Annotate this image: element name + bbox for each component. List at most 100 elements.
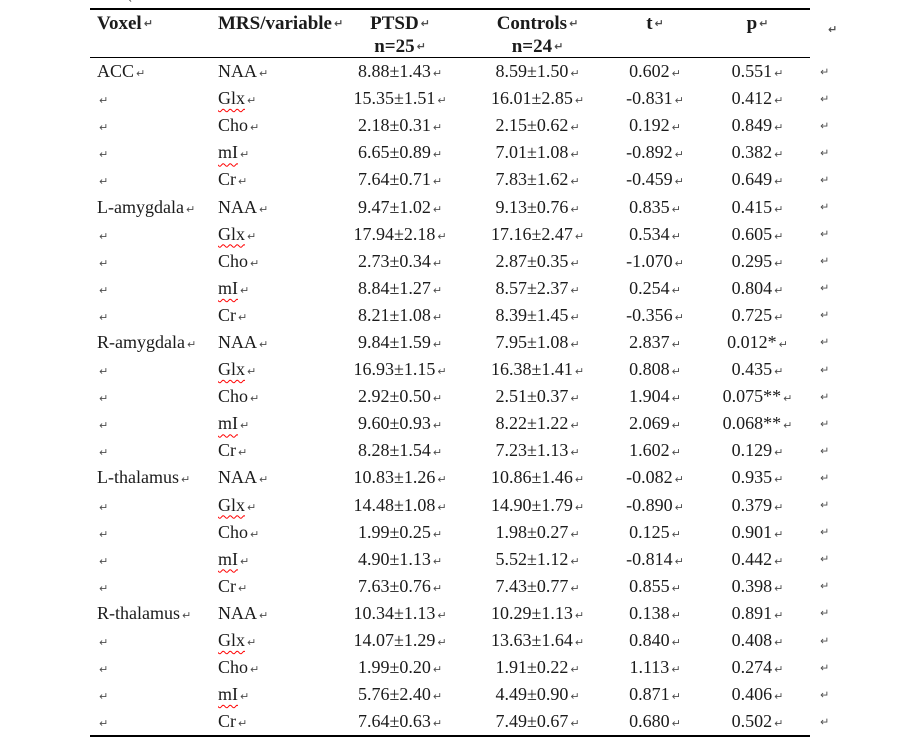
- paragraph-mark-icon: ↵: [671, 419, 681, 433]
- paragraph-mark-icon: ↵: [570, 283, 580, 297]
- controls-value-cell: 14.90±1.79 ↵: [470, 495, 605, 516]
- mrs-variable-label: Cho: [218, 657, 249, 678]
- ptsd-value: 2.92±0.50: [357, 386, 431, 407]
- t-value: 1.904: [629, 386, 670, 407]
- controls-value: 7.49±0.67: [495, 711, 569, 732]
- p-value-cell: 0.408 ↵: [705, 630, 810, 651]
- controls-header-label: Controls: [496, 13, 568, 34]
- paragraph-mark-icon: ↵: [671, 392, 681, 406]
- p-value: 0.068**: [722, 413, 782, 434]
- paragraph-mark-icon: ↵: [671, 67, 681, 81]
- controls-value-cell: 2.51±0.37 ↵: [470, 386, 605, 407]
- controls-value-cell: 7.95±1.08 ↵: [470, 332, 605, 353]
- paragraph-mark-icon: ↵: [570, 337, 580, 351]
- table-body: ACC ↵ NAA ↵ 8.88±1.43 ↵ 8.59±1.50 ↵ 0.602 ↵ 0…: [90, 58, 829, 735]
- controls-value: 7.95±1.08: [495, 331, 569, 352]
- paragraph-mark-icon: ↵: [143, 17, 153, 30]
- paragraph-mark-icon: ↵: [774, 473, 784, 487]
- paragraph-mark-icon: ↵: [437, 500, 447, 514]
- table-row: R-amygdala ↵ NAA ↵ 9.84±1.59 ↵ 7.95±1.08 ↵ 2…: [90, 329, 829, 356]
- paragraph-mark-icon: ↵: [774, 175, 784, 189]
- paragraph-mark-icon: ↵: [185, 202, 196, 216]
- table-row: ↵ Cr ↵ 7.64±0.63 ↵ 7.49±0.67 ↵ 0.680 ↵ 0.502…: [90, 708, 829, 735]
- p-value: 0.379: [731, 494, 773, 515]
- voxel-cell: ↵: [90, 256, 210, 269]
- p-value-cell: 0.398 ↵: [705, 576, 810, 597]
- table-row: ↵ Cr ↵ 8.28±1.54 ↵ 7.23±1.13 ↵ 1.602 ↵ 0.129…: [90, 437, 829, 464]
- table-row: ↵ Cr ↵ 8.21±1.08 ↵ 8.39±1.45 ↵ -0.356 ↵ 0.72…: [90, 302, 829, 329]
- row-end-mark-icon: ↵: [828, 23, 838, 36]
- voxel-cell: ↵: [90, 635, 210, 648]
- t-value: 0.808: [629, 359, 670, 380]
- p-value: 0.901: [731, 521, 773, 542]
- controls-value-cell: 2.87±0.35 ↵: [470, 251, 605, 272]
- p-value: 0.415: [731, 196, 773, 217]
- t-value-cell: -0.892 ↵: [605, 142, 705, 163]
- paragraph-mark-icon: ↵: [671, 283, 681, 297]
- row-end-mark-icon: ↵: [820, 281, 830, 295]
- row-end-mark-icon: ↵: [820, 606, 830, 620]
- row-end-mark-icon: ↵: [820, 417, 830, 431]
- paragraph-mark-icon: ↵: [674, 500, 684, 514]
- t-value-cell: 1.113 ↵: [605, 657, 705, 678]
- row-end-mark-icon: ↵: [820, 254, 830, 268]
- table-row: ACC ↵ NAA ↵ 8.88±1.43 ↵ 8.59±1.50 ↵ 0.602 ↵ 0…: [90, 58, 829, 85]
- paragraph-mark-icon: ↵: [99, 690, 109, 704]
- paragraph-mark-icon: ↵: [674, 554, 684, 568]
- table-row: L-amygdala ↵ NAA ↵ 9.47±1.02 ↵ 9.13±0.76 ↵ 0…: [90, 193, 829, 220]
- controls-value: 8.57±2.37: [495, 277, 569, 298]
- ptsd-value-cell: 7.64±0.63 ↵: [330, 711, 470, 732]
- voxel-cell: ACC ↵: [90, 61, 210, 82]
- mrs-variable-label: NAA: [218, 602, 257, 623]
- paragraph-mark-icon: ↵: [774, 608, 784, 622]
- mrs-variable-cell: NAA ↵: [210, 467, 330, 488]
- ptsd-value-cell: 1.99±0.25 ↵: [330, 522, 470, 543]
- ptsd-value-cell: 1.99±0.20 ↵: [330, 657, 470, 678]
- paragraph-mark-icon: ↵: [574, 365, 585, 379]
- paragraph-mark-icon: ↵: [238, 175, 248, 189]
- paragraph-mark-icon: ↵: [432, 663, 443, 677]
- controls-value-cell: 8.59±1.50 ↵: [470, 61, 605, 82]
- paragraph-mark-icon: ↵: [99, 310, 109, 324]
- controls-value-cell: 2.15±0.62 ↵: [470, 115, 605, 136]
- header-cell-ptsd: PTSD ↵ n=25 ↵: [330, 12, 470, 58]
- paragraph-mark-icon: ↵: [99, 663, 109, 677]
- paragraph-mark-icon: ↵: [671, 365, 681, 379]
- t-value: 0.680: [629, 711, 670, 732]
- row-end-mark-icon: ↵: [820, 579, 830, 593]
- controls-value: 10.86±1.46: [490, 467, 573, 488]
- paragraph-mark-icon: ↵: [432, 283, 443, 297]
- t-value: -0.459: [626, 169, 673, 190]
- paragraph-mark-icon: ↵: [240, 283, 250, 297]
- paragraph-mark-icon: ↵: [99, 94, 109, 108]
- voxel-cell: ↵: [90, 147, 210, 160]
- table-header-row: Voxel ↵ MRS/variable ↵ PTSD ↵ n=25 ↵ Control…: [90, 10, 837, 58]
- paragraph-mark-icon: ↵: [570, 663, 580, 677]
- mrs-variable-cell: mI ↵: [210, 549, 330, 570]
- mrs-variable-cell: NAA ↵: [210, 197, 330, 218]
- ptsd-value: 2.18±0.31: [357, 115, 431, 136]
- mrs-variable-cell: Cho ↵: [210, 251, 330, 272]
- p-value-cell: 0.849 ↵: [705, 115, 810, 136]
- controls-value: 2.87±0.35: [495, 250, 569, 271]
- t-value: 0.602: [629, 61, 670, 82]
- controls-value-cell: 9.13±0.76 ↵: [470, 197, 605, 218]
- paragraph-mark-icon: ↵: [674, 310, 684, 324]
- p-value-cell: 0.502 ↵: [705, 711, 810, 732]
- ptsd-value-cell: 7.64±0.71 ↵: [330, 169, 470, 190]
- controls-value-cell: 7.83±1.62 ↵: [470, 169, 605, 190]
- t-value-cell: 0.808 ↵: [605, 359, 705, 380]
- ptsd-value: 8.28±1.54: [357, 440, 431, 461]
- ptsd-value: 15.35±1.51: [353, 88, 436, 109]
- t-value-cell: 0.840 ↵: [605, 630, 705, 651]
- mrs-variable-cell: mI ↵: [210, 684, 330, 705]
- paragraph-mark-icon: ↵: [432, 392, 443, 406]
- row-end-mark-icon: ↵: [820, 661, 830, 675]
- ptsd-value: 7.64±0.71: [357, 169, 431, 190]
- ptsd-value: 7.64±0.63: [357, 711, 431, 732]
- ptsd-value-cell: 9.84±1.59 ↵: [330, 332, 470, 353]
- mrs-variable-cell: Cho ↵: [210, 115, 330, 136]
- paragraph-mark-icon: ↵: [671, 636, 681, 650]
- paragraph-mark-icon: ↵: [574, 500, 585, 514]
